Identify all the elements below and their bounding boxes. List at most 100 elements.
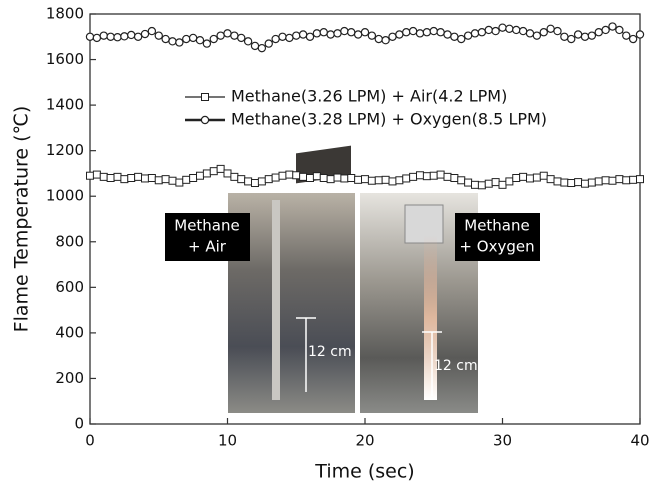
inset-photos — [165, 145, 540, 413]
data-point — [326, 175, 335, 184]
x-tick-label: 30 — [493, 432, 512, 450]
data-point — [319, 174, 328, 182]
y-tick-label: 1600 — [46, 50, 84, 68]
data-point — [415, 29, 425, 38]
data-point — [553, 177, 562, 186]
data-point — [361, 175, 369, 184]
data-point — [422, 172, 431, 181]
data-point — [120, 32, 129, 41]
data-point — [202, 39, 212, 48]
data-point — [175, 38, 184, 47]
data-point — [464, 178, 473, 187]
data-point — [567, 34, 576, 44]
data-point — [498, 180, 507, 189]
y-axis-label: Flame Temperature (℃) — [11, 106, 33, 333]
data-point — [223, 29, 232, 38]
legend-label: Methane(3.26 LPM) + Air(4.2 LPM) — [231, 87, 507, 106]
data-point — [201, 93, 209, 101]
data-point — [196, 171, 204, 180]
data-point — [120, 175, 129, 184]
data-point — [484, 25, 493, 35]
data-point — [374, 34, 383, 44]
data-point — [436, 170, 445, 179]
inset-label: Methane — [174, 217, 240, 235]
legend-label: Methane(3.28 LPM) + Oxygen(8.5 LPM) — [231, 110, 547, 129]
data-point — [244, 177, 253, 186]
data-point — [202, 169, 211, 178]
data-point — [86, 171, 94, 180]
data-point — [381, 175, 390, 184]
data-point — [587, 178, 596, 187]
data-point — [134, 172, 143, 181]
data-point — [395, 30, 404, 39]
data-point — [251, 179, 259, 188]
data-point — [209, 34, 218, 44]
x-tick-label: 20 — [355, 432, 374, 450]
data-point — [305, 32, 315, 41]
data-point — [347, 174, 356, 182]
data-point — [539, 171, 548, 180]
data-point — [615, 175, 624, 184]
data-point — [161, 34, 170, 44]
data-point — [360, 28, 370, 37]
flame — [424, 235, 437, 400]
data-point — [326, 30, 335, 39]
data-point — [615, 25, 624, 35]
data-point — [243, 37, 253, 46]
data-point — [140, 29, 150, 39]
data-point — [450, 174, 459, 182]
data-point — [299, 172, 308, 181]
data-point — [532, 173, 541, 182]
data-point — [306, 174, 314, 182]
data-point — [189, 174, 198, 182]
y-tick-label: 400 — [55, 323, 84, 341]
data-point — [92, 33, 102, 43]
data-point — [629, 175, 638, 184]
data-point — [553, 26, 562, 36]
data-point — [581, 179, 589, 188]
data-point — [92, 170, 101, 179]
data-point — [340, 26, 349, 36]
data-point — [608, 22, 617, 31]
inset-label-box — [455, 213, 540, 261]
data-point — [580, 32, 590, 41]
data-point — [257, 177, 266, 186]
y-tick-label: 1000 — [46, 187, 84, 205]
data-point — [594, 28, 603, 37]
data-point — [161, 175, 170, 184]
data-point — [200, 115, 210, 125]
data-point — [574, 178, 583, 187]
data-point — [223, 169, 232, 178]
data-point — [340, 174, 349, 183]
inset-label: + Air — [188, 238, 227, 256]
inset-label: Methane — [464, 217, 530, 235]
data-point — [312, 172, 321, 181]
inset-label: + Oxygen — [459, 238, 534, 256]
data-point — [450, 32, 459, 41]
data-point — [443, 30, 452, 39]
data-point — [525, 29, 535, 38]
data-point — [567, 179, 576, 188]
data-point — [230, 31, 239, 40]
y-tick-label: 1800 — [46, 5, 84, 23]
data-point — [285, 33, 294, 43]
data-point — [367, 176, 376, 185]
data-point — [546, 175, 555, 184]
data-point — [298, 30, 308, 39]
data-point — [512, 174, 521, 182]
data-point — [587, 31, 597, 40]
data-point — [106, 32, 115, 41]
data-point — [271, 173, 280, 182]
data-point — [141, 174, 149, 183]
data-point — [353, 30, 363, 39]
data-point — [113, 172, 122, 181]
data-point — [519, 172, 528, 181]
data-point — [182, 34, 191, 44]
data-point — [209, 167, 218, 176]
data-point — [127, 174, 136, 182]
inset-label-box — [165, 213, 250, 261]
data-point — [635, 30, 645, 39]
data-point — [443, 172, 452, 181]
data-point — [85, 32, 95, 41]
data-point — [147, 174, 156, 182]
